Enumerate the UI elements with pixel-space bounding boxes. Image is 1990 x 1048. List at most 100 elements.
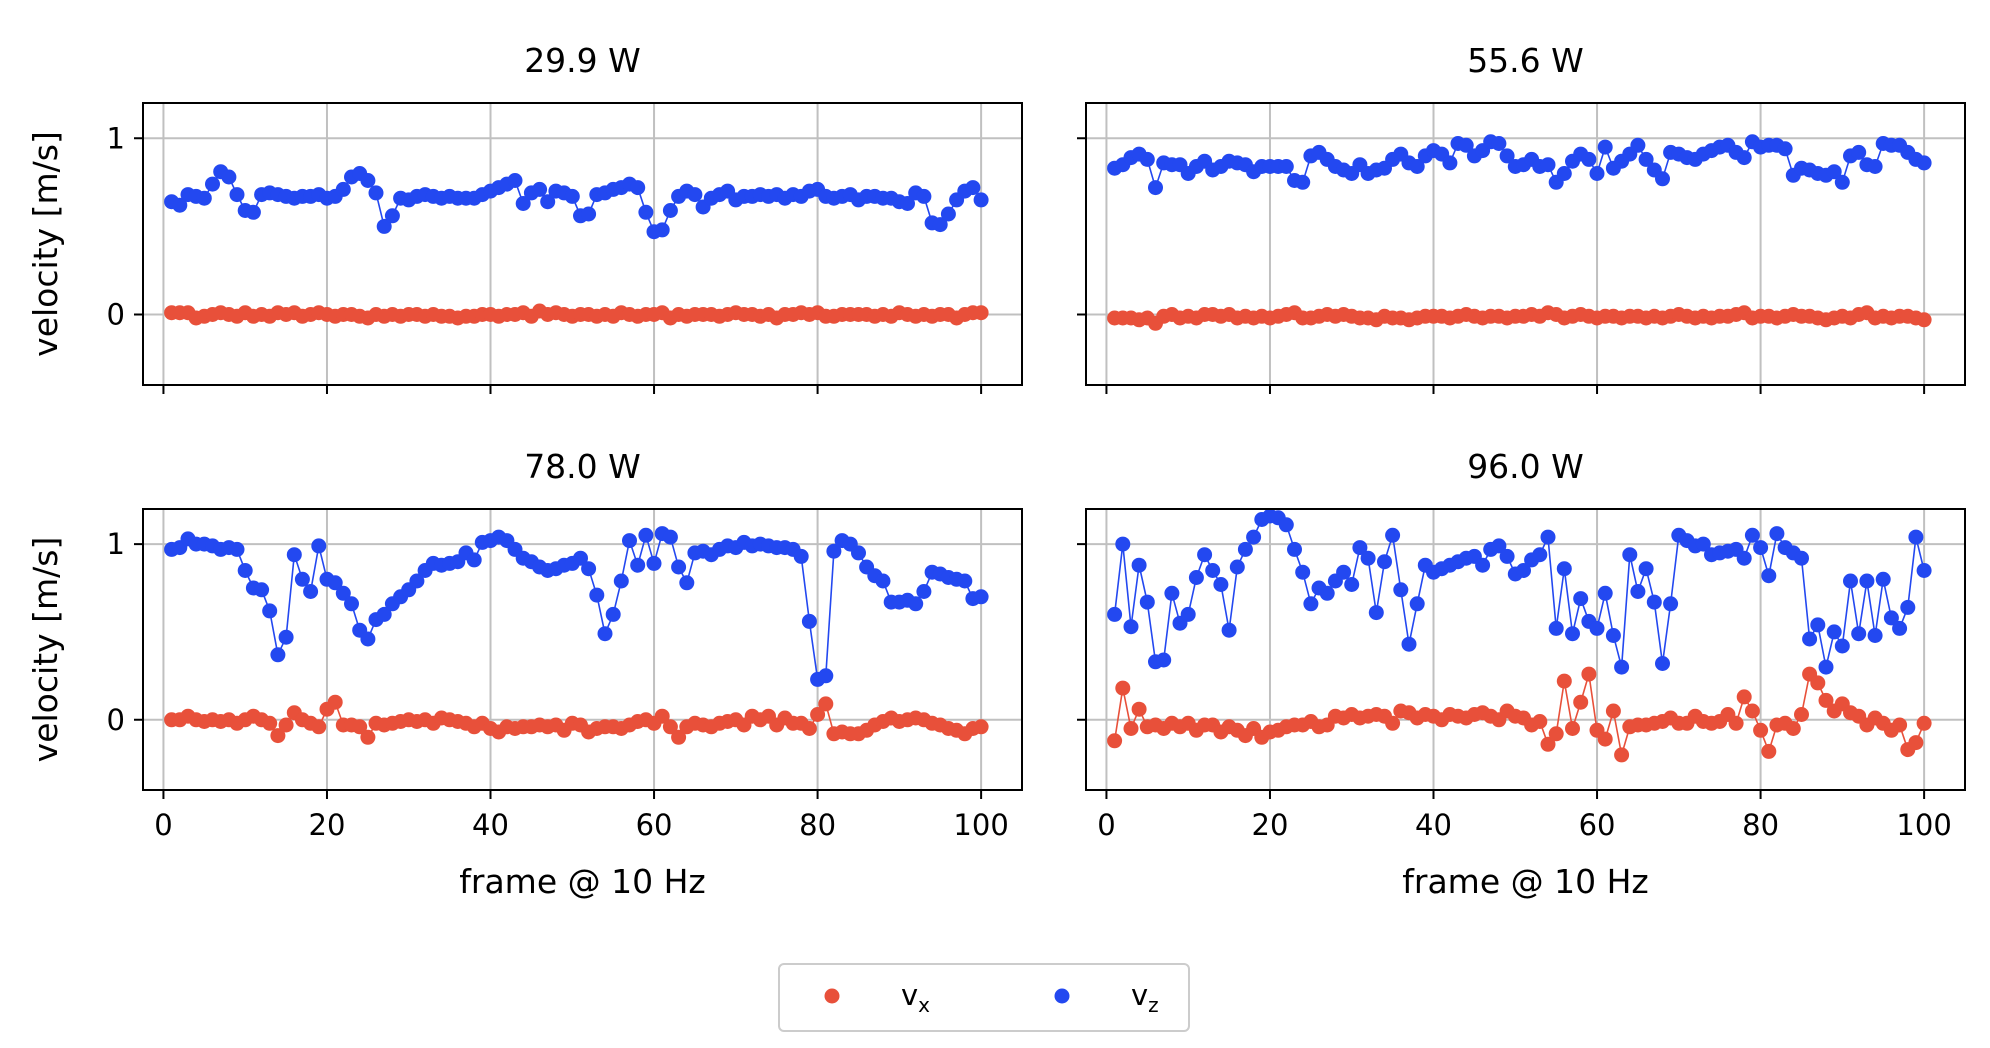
legend-label-subscript: z [1148, 993, 1159, 1017]
data-point-vz-78 [794, 549, 809, 564]
data-point-vz-67 [1647, 595, 1662, 610]
data-point-vx-13 [262, 716, 277, 731]
data-point-vz-38 [467, 552, 482, 567]
data-point-vz-30 [1344, 577, 1359, 592]
data-point-vz-6 [205, 177, 220, 192]
data-point-vx-35 [1385, 716, 1400, 731]
data-point-vx-79 [1745, 704, 1760, 719]
data-point-vz-25 [1303, 596, 1318, 611]
series-markers-vz [164, 526, 989, 687]
x-tick-label: 100 [1896, 808, 1951, 842]
data-point-vz-65 [1630, 138, 1645, 153]
data-point-vz-11 [246, 205, 261, 220]
x-tick-label: 60 [636, 808, 673, 842]
data-point-vz-8 [1164, 586, 1179, 601]
data-point-vz-1 [1107, 607, 1122, 622]
data-point-vz-55 [1549, 621, 1564, 636]
data-point-vz-53 [589, 588, 604, 603]
chart-panel-1: 0129.9 Wvelocity [m/s] [26, 41, 1022, 394]
x-axis-label: frame @ 10 Hz [459, 862, 705, 901]
y-axis-label: velocity [m/s] [26, 131, 65, 357]
data-point-vz-46 [1475, 558, 1490, 573]
data-point-vz-37 [1402, 637, 1417, 652]
data-point-vz-100 [974, 192, 989, 207]
data-point-vz-12 [1197, 547, 1212, 562]
data-point-vz-10 [1181, 607, 1196, 622]
data-point-vz-54 [1541, 530, 1556, 545]
data-point-vz-60 [1590, 166, 1605, 181]
data-point-vz-10 [238, 563, 253, 578]
data-point-vz-85 [1794, 551, 1809, 566]
data-point-vz-13 [1205, 563, 1220, 578]
data-point-vz-68 [1655, 171, 1670, 186]
x-tick-label: 80 [799, 808, 836, 842]
legend-label-main: v [1131, 978, 1148, 1012]
data-point-vz-15 [279, 630, 294, 645]
chart-panel-2: 55.6 W [1077, 41, 1965, 394]
data-point-vz-93 [1859, 574, 1874, 589]
y-tick-label: 1 [107, 121, 125, 155]
data-point-vz-28 [385, 208, 400, 223]
x-tick-label: 20 [309, 808, 346, 842]
data-point-vz-25 [360, 173, 375, 188]
data-point-vx-79 [802, 721, 817, 736]
data-point-vx-100 [1917, 312, 1932, 327]
data-point-vz-32 [1361, 551, 1376, 566]
data-point-vz-62 [1606, 628, 1621, 643]
data-point-vx-100 [974, 305, 989, 320]
series-markers-vz [1107, 134, 1932, 195]
data-point-vx-25 [360, 730, 375, 745]
data-point-vz-57 [1565, 626, 1580, 641]
chart-panel-4: 0 20 40 60 80 100 96.0 W frame @ 10 Hz [1077, 447, 1965, 901]
data-point-vz-80 [1753, 540, 1768, 555]
data-point-vz-56 [614, 574, 629, 589]
data-point-vx-19 [311, 719, 326, 734]
data-point-vz-14 [270, 647, 285, 662]
data-point-vz-62 [663, 203, 678, 218]
data-point-vz-24 [1295, 565, 1310, 580]
data-point-vx-15 [279, 718, 294, 733]
data-point-vx-100 [974, 719, 989, 734]
data-point-vz-63 [1614, 660, 1629, 675]
data-point-vz-53 [1532, 547, 1547, 562]
data-point-vz-78 [1737, 150, 1752, 165]
data-point-vz-26 [369, 185, 384, 200]
data-point-vx-80 [1753, 723, 1768, 738]
data-point-vz-69 [1663, 596, 1678, 611]
data-point-vz-56 [1557, 561, 1572, 576]
data-point-vx-1 [1107, 733, 1122, 748]
data-point-vz-92 [1851, 626, 1866, 641]
data-point-vx-53 [1532, 714, 1547, 729]
data-point-vz-95 [1876, 572, 1891, 587]
data-point-vz-43 [508, 173, 523, 188]
legend-label-subscript: x [918, 993, 930, 1017]
x-axis-label: frame @ 10 Hz [1402, 862, 1648, 901]
x-tick-label: 80 [1742, 808, 1779, 842]
data-point-vz-17 [295, 572, 310, 587]
data-point-vx-56 [1557, 674, 1572, 689]
data-point-vz-4 [1132, 558, 1147, 573]
data-point-vz-9 [230, 187, 245, 202]
data-point-vx-81 [1761, 744, 1776, 759]
data-point-vz-18 [303, 584, 318, 599]
data-point-vz-16 [1230, 560, 1245, 575]
data-point-vz-5 [1140, 152, 1155, 167]
data-point-vx-2 [1115, 681, 1130, 696]
data-point-vz-93 [916, 189, 931, 204]
data-point-vz-87 [1810, 617, 1825, 632]
data-point-vz-8 [221, 170, 236, 185]
data-point-vz-19 [311, 538, 326, 553]
data-point-vz-57 [622, 533, 637, 548]
data-point-vz-46 [532, 182, 547, 197]
legend-label-main: v [901, 978, 918, 1012]
data-point-vz-60 [647, 556, 662, 571]
data-point-vz-22 [1279, 159, 1294, 174]
data-point-vz-48 [1491, 136, 1506, 151]
data-point-vz-83 [1778, 141, 1793, 156]
x-tick-label: 100 [953, 808, 1008, 842]
data-point-vx-85 [1794, 707, 1809, 722]
data-point-vz-100 [1917, 155, 1932, 170]
data-point-vz-9 [230, 542, 245, 557]
x-tick-label: 20 [1252, 808, 1289, 842]
